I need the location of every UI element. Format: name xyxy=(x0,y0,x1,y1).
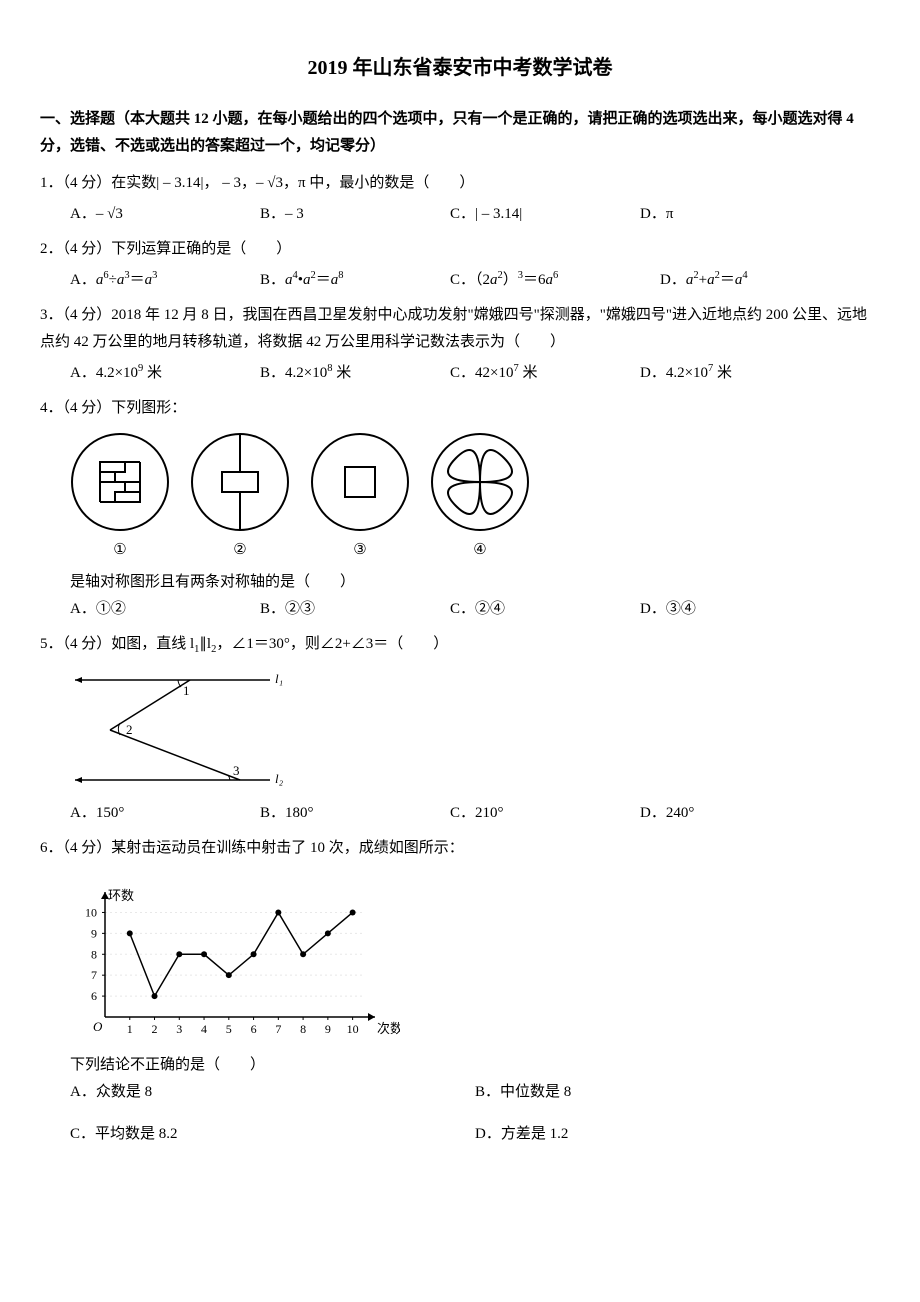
q4-opt-b: B．②③ xyxy=(260,596,390,623)
circle-square-icon xyxy=(310,432,410,532)
q5-opt-d: D．240° xyxy=(640,800,694,827)
q5-text: 5．（4 分）如图，直线 l1∥l2，∠1＝30°，则∠2+∠3＝（ ） xyxy=(40,636,448,652)
l1-label: l₁ xyxy=(275,671,283,686)
q2-opt-a: A．a6÷a3＝a3 xyxy=(70,267,200,294)
q2-opt-b: B．a4•a2＝a8 xyxy=(260,267,390,294)
q4-fig-1: ① xyxy=(70,432,170,564)
q5-opt-a: A．150° xyxy=(70,800,200,827)
svg-text:8: 8 xyxy=(300,1022,306,1036)
q1-text: 1．（4 分）在实数| – 3.14|， – 3，– √3，π 中，最小的数是（… xyxy=(40,175,474,191)
svg-text:8: 8 xyxy=(91,947,97,961)
question-1: 1．（4 分）在实数| – 3.14|， – 3，– √3，π 中，最小的数是（… xyxy=(40,170,880,197)
svg-text:环数: 环数 xyxy=(108,888,134,903)
coin-pattern-icon xyxy=(70,432,170,532)
q5-options: A．150° B．180° C．210° D．240° xyxy=(70,800,880,827)
q4-label-2: ② xyxy=(233,537,246,564)
svg-text:O: O xyxy=(93,1019,103,1034)
line-chart-icon: 6 7 8 9 10 1 2 3 4 5 6 7 8 9 10 O 环数次数 xyxy=(70,872,400,1042)
q4-fig-2: ② xyxy=(190,432,290,564)
q3-opt-d: D．4.2×107 米 xyxy=(640,360,732,387)
q4-text2: 是轴对称图形且有两条对称轴的是（ ） xyxy=(70,569,880,596)
svg-text:7: 7 xyxy=(91,968,97,982)
svg-text:6: 6 xyxy=(251,1022,257,1036)
q3-opt-b: B．4.2×108 米 xyxy=(260,360,390,387)
question-5: 5．（4 分）如图，直线 l1∥l2，∠1＝30°，则∠2+∠3＝（ ） xyxy=(40,631,880,660)
question-4: 4．（4 分）下列图形： xyxy=(40,395,880,422)
angle3-label: 3 xyxy=(233,763,240,778)
q1-opt-b: B．– 3 xyxy=(260,201,390,228)
q2-options: A．a6÷a3＝a3 B．a4•a2＝a8 C．（2a2）3＝6a6 D．a2+… xyxy=(70,267,880,294)
svg-text:9: 9 xyxy=(325,1022,331,1036)
q6-opt-c: C．平均数是 8.2 xyxy=(70,1121,475,1148)
q4-fig-4: ④ xyxy=(430,432,530,564)
q1-opt-d: D．π xyxy=(640,201,673,228)
svg-text:4: 4 xyxy=(201,1022,207,1036)
page-title: 2019 年山东省泰安市中考数学试卷 xyxy=(40,50,880,86)
circle-rect-line-icon xyxy=(190,432,290,532)
angle2-label: 2 xyxy=(126,722,133,737)
q2-opt-c: C．（2a2）3＝6a6 xyxy=(450,267,600,294)
q1-options: A．– √3 B．– 3 C．| – 3.14| D．π xyxy=(70,201,880,228)
svg-text:6: 6 xyxy=(91,989,97,1003)
q4-label-1: ① xyxy=(113,537,126,564)
question-3: 3．（4 分）2018 年 12 月 8 日，我国在西昌卫星发射中心成功发射"嫦… xyxy=(40,302,880,356)
q4-fig-3: ③ xyxy=(310,432,410,564)
q6-text2: 下列结论不正确的是（ ） xyxy=(70,1052,880,1079)
q1-opt-a: A．– √3 xyxy=(70,201,200,228)
section-header: 一、选择题（本大题共 12 小题，在每小题给出的四个选项中，只有一个是正确的，请… xyxy=(40,106,880,160)
q6-text: 6．（4 分）某射击运动员在训练中射击了 10 次，成绩如图所示： xyxy=(40,840,464,856)
q3-text: 3．（4 分）2018 年 12 月 8 日，我国在西昌卫星发射中心成功发射"嫦… xyxy=(40,307,867,350)
svg-text:2: 2 xyxy=(152,1022,158,1036)
pinwheel-icon xyxy=(430,432,530,532)
q5-opt-c: C．210° xyxy=(450,800,580,827)
q4-label-4: ④ xyxy=(473,537,486,564)
q5-figure: 1 2 3 l₁ l₂ xyxy=(70,665,880,795)
svg-text:9: 9 xyxy=(91,926,97,940)
q4-options: A．①② B．②③ C．②④ D．③④ xyxy=(70,596,880,623)
q4-text: 4．（4 分）下列图形： xyxy=(40,400,186,416)
q4-opt-d: D．③④ xyxy=(640,596,696,623)
q6-opt-b: B．中位数是 8 xyxy=(475,1079,880,1106)
svg-text:1: 1 xyxy=(127,1022,133,1036)
svg-text:7: 7 xyxy=(275,1022,281,1036)
q3-opt-a: A．4.2×109 米 xyxy=(70,360,200,387)
svg-text:3: 3 xyxy=(176,1022,182,1036)
q6-options: A．众数是 8 B．中位数是 8 C．平均数是 8.2 D．方差是 1.2 xyxy=(70,1079,880,1163)
q5-opt-b: B．180° xyxy=(260,800,390,827)
q4-opt-a: A．①② xyxy=(70,596,200,623)
svg-text:5: 5 xyxy=(226,1022,232,1036)
q4-opt-c: C．②④ xyxy=(450,596,580,623)
q2-text: 2．（4 分）下列运算正确的是（ ） xyxy=(40,241,291,257)
q6-opt-a: A．众数是 8 xyxy=(70,1079,475,1106)
svg-text:10: 10 xyxy=(347,1022,359,1036)
q6-opt-d: D．方差是 1.2 xyxy=(475,1121,880,1148)
svg-text:10: 10 xyxy=(85,905,97,919)
angle1-label: 1 xyxy=(183,683,190,698)
q6-chart: 6 7 8 9 10 1 2 3 4 5 6 7 8 9 10 O 环数次数 xyxy=(70,872,880,1042)
question-6: 6．（4 分）某射击运动员在训练中射击了 10 次，成绩如图所示： xyxy=(40,835,880,862)
q4-figures: ① ② ③ ④ xyxy=(70,432,880,564)
q3-options: A．4.2×109 米 B．4.2×108 米 C．42×107 米 D．4.2… xyxy=(70,360,880,387)
q3-opt-c: C．42×107 米 xyxy=(450,360,580,387)
q2-opt-d: D．a2+a2＝a4 xyxy=(660,267,748,294)
q4-label-3: ③ xyxy=(353,537,366,564)
question-2: 2．（4 分）下列运算正确的是（ ） xyxy=(40,236,880,263)
q1-opt-c: C．| – 3.14| xyxy=(450,201,580,228)
svg-text:次数: 次数 xyxy=(377,1021,400,1036)
parallel-lines-icon: 1 2 3 l₁ l₂ xyxy=(70,665,300,795)
l2-label: l₂ xyxy=(275,771,284,786)
